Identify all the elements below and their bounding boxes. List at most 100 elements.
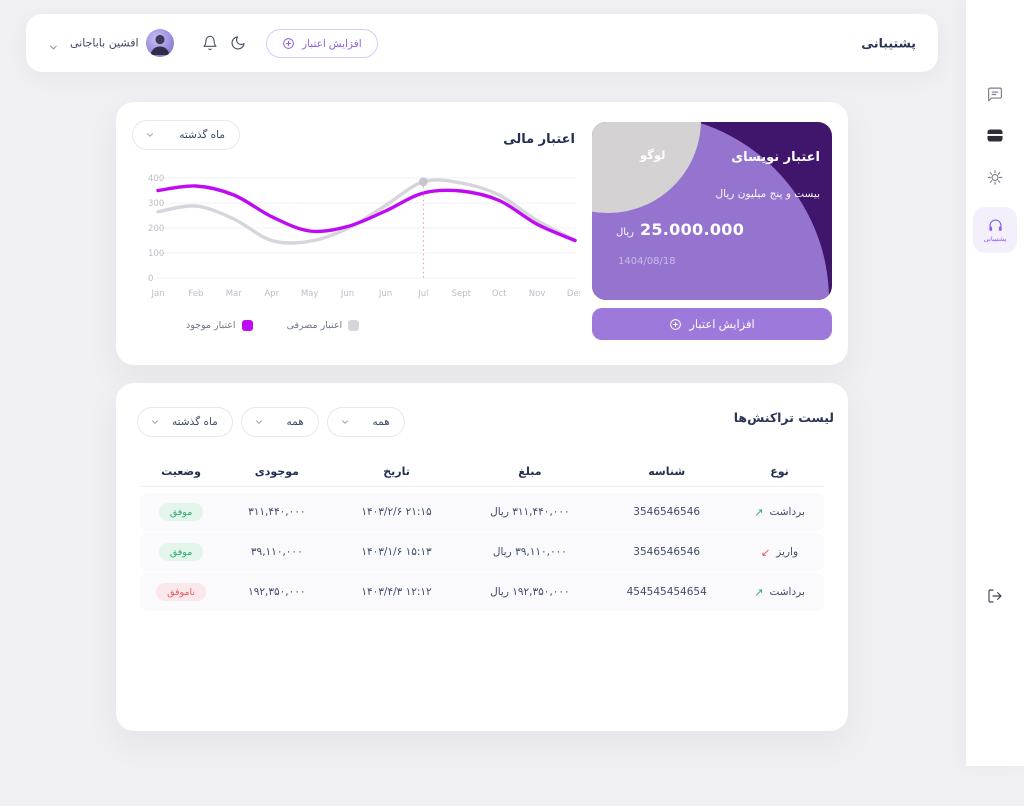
credit-card-panel: لوگو اعتبار نویسای بیست و پنج میلیون ریا… [592,122,832,300]
axis-tick-label: Nov [529,289,546,299]
dark-mode-moon-icon[interactable] [230,35,246,55]
transaction-type-cell: برداشت ↗ [735,506,824,518]
column-header-3: مبلغ [518,465,542,478]
chart-period-dropdown[interactable]: ماه گذشته [132,120,240,150]
chevron-down-icon [341,420,348,424]
table-row[interactable]: برداشت ↗ 3546546546 ۳۱۱,۴۴۰,۰۰۰ ریال ۱۴۰۳/۲/… [140,493,824,531]
transaction-amount: ۳۱۱,۴۴۰,۰۰۰ ریال [490,506,570,518]
sidebar-item-settings[interactable] [987,169,1004,190]
filter-dropdown-2[interactable]: همه [240,407,319,437]
credit-card-logo-label: لوگو [640,148,666,162]
transaction-type-cell: واریز ↙ [735,546,824,558]
chevron-down-icon [152,420,158,424]
increase-credit-button-label: افزایش اعتبار [302,37,362,50]
plus-circle-icon [283,38,294,49]
series-line-available [156,184,577,243]
transaction-amount: ۳۹,۱۱۰,۰۰۰ ریال [492,546,567,558]
highlight-marker[interactable] [418,177,428,187]
gear-icon [987,170,1003,185]
transaction-type: واریز [776,546,799,558]
chart-legend: اعتبار موجود اعتبار مصرفی [186,320,360,331]
column-header-5: موجودی [254,465,299,478]
sidebar-item-messages[interactable] [987,86,1004,107]
legend-swatch [241,320,253,331]
finance-credit-card: ماه گذشته اعتبار مالی 0 100 200 300 400 Jan Fe… [116,102,848,365]
status-badge: موفق [158,543,204,561]
transactions-table: نوع شناسه مبلغ تاریخ موجودی وضعیت برداشت ↗ 3546… [140,457,824,613]
axis-tick-label: 300 [148,199,164,209]
page-title: پشتیبانی [861,35,916,51]
header-bar: پشتیبانی افشین باباجانی افزایش اعتبار [26,14,938,72]
sidebar-item-wallet[interactable] [986,128,1004,147]
logout-icon [988,589,1002,603]
transaction-id: 454545454654 [626,586,707,598]
transaction-status-cell: ناموفق [140,583,222,601]
credit-increase-button-label: افزایش اعتبار [689,319,755,331]
user-name[interactable]: افشین باباجانی [70,36,139,50]
axis-tick-label: Feb [188,289,203,299]
transaction-date: ۱۴۰۳/۱/۶ ۱۵:۱۳ [361,546,432,558]
axis-tick-label: Jun [378,289,392,299]
plus-circle-icon [670,318,682,330]
arrow-up-right-icon: ↗ [754,585,764,599]
axis-tick-label: Des [567,289,580,299]
table-header: نوع شناسه مبلغ تاریخ موجودی وضعیت [140,457,824,487]
axis-tick-label: 0 [148,274,153,284]
table-row[interactable]: برداشت ↗ 454545454654 ۱۹۲,۳۵۰,۰۰۰ ریال ۱۴۰۳/… [140,573,824,611]
series-line-consumed [156,178,577,245]
credit-card-date: 1404/08/18 [618,256,676,267]
transaction-amount: ۱۹۲,۳۵۰,۰۰۰ ریال [490,586,570,598]
axis-tick-label: Jul [417,289,428,299]
transaction-date: ۱۴۰۳/۴/۳ ۱۲:۱۲ [361,586,432,598]
credit-card-subtitle: بیست و پنج میلیون ریال [715,188,820,200]
legend-swatch [348,320,360,331]
increase-credit-button[interactable]: افزایش اعتبار [266,29,378,58]
legend-item: اعتبار موجود [186,320,253,331]
legend-item: اعتبار مصرفی [287,320,360,331]
filter-dropdown-label: همه [372,416,390,428]
sidebar-item-support[interactable]: پشتیبانی [973,207,1017,253]
wallet-icon [987,129,1003,142]
credit-increase-button[interactable]: افزایش اعتبار [592,308,832,340]
arrow-down-left-icon: ↙ [761,545,771,559]
status-badge: موفق [158,503,204,521]
legend-label: اعتبار موجود [186,320,236,331]
transactions-title: لیست تراکنش‌ها [733,410,834,425]
chat-icon [988,87,1002,102]
axis-tick-label: Jun [340,289,354,299]
filter-dropdown-3[interactable]: ماه گذشته [137,407,233,437]
transaction-type-cell: برداشت ↗ [735,586,824,598]
axis-tick-label: 400 [148,174,164,184]
column-header-2: شناسه [648,465,686,478]
transactions-card: لیست تراکنش‌ها همه همه ماه گذشته نوع شناسه م… [116,383,848,731]
axis-tick-label: Sept [452,289,472,299]
filter-dropdown-label: همه [286,416,304,428]
filter-dropdown-1[interactable]: همه [326,407,405,437]
chevron-down-icon [255,420,262,424]
transaction-balance: ۳۹,۱۱۰,۰۰۰ [250,546,303,558]
credit-card-amount-number: 25.000.000 [639,220,745,239]
transaction-type: برداشت [769,506,805,518]
avatar[interactable] [146,29,174,57]
chart-title: اعتبار مالی [503,132,575,147]
column-header-6: وضعیت [161,465,201,478]
notifications-bell-icon[interactable] [202,35,218,55]
axis-tick-label: 200 [148,224,164,234]
axis-tick-label: Mar [226,289,243,299]
transaction-status-cell: موفق [140,543,222,561]
finance-chart-svg: 0 100 200 300 400 Jan Feb Mar Apr May Jun Jun Jul Sep… [148,174,580,299]
table-row[interactable]: واریز ↙ 3546546546 ۳۹,۱۱۰,۰۰۰ ریال ۱۴۰۳/۱/۶ … [140,533,824,571]
filter-dropdown-label: ماه گذشته [172,416,218,428]
transaction-id: 3546546546 [633,506,701,518]
transaction-status-cell: موفق [140,503,222,521]
axis-tick-label: Oct [492,289,507,299]
axis-tick-label: Apr [264,289,279,299]
axis-tick-label: May [301,289,319,299]
sidebar-item-logout[interactable] [987,588,1003,608]
sidebar: پشتیبانی [966,0,1024,766]
user-menu-chevron-down-icon[interactable] [48,38,59,57]
column-header-1: نوع [770,465,789,478]
credit-card-amount: 25.000.000 ریال [616,220,744,239]
headset-icon [988,219,1002,231]
chart-period-dropdown-label: ماه گذشته [179,129,225,141]
